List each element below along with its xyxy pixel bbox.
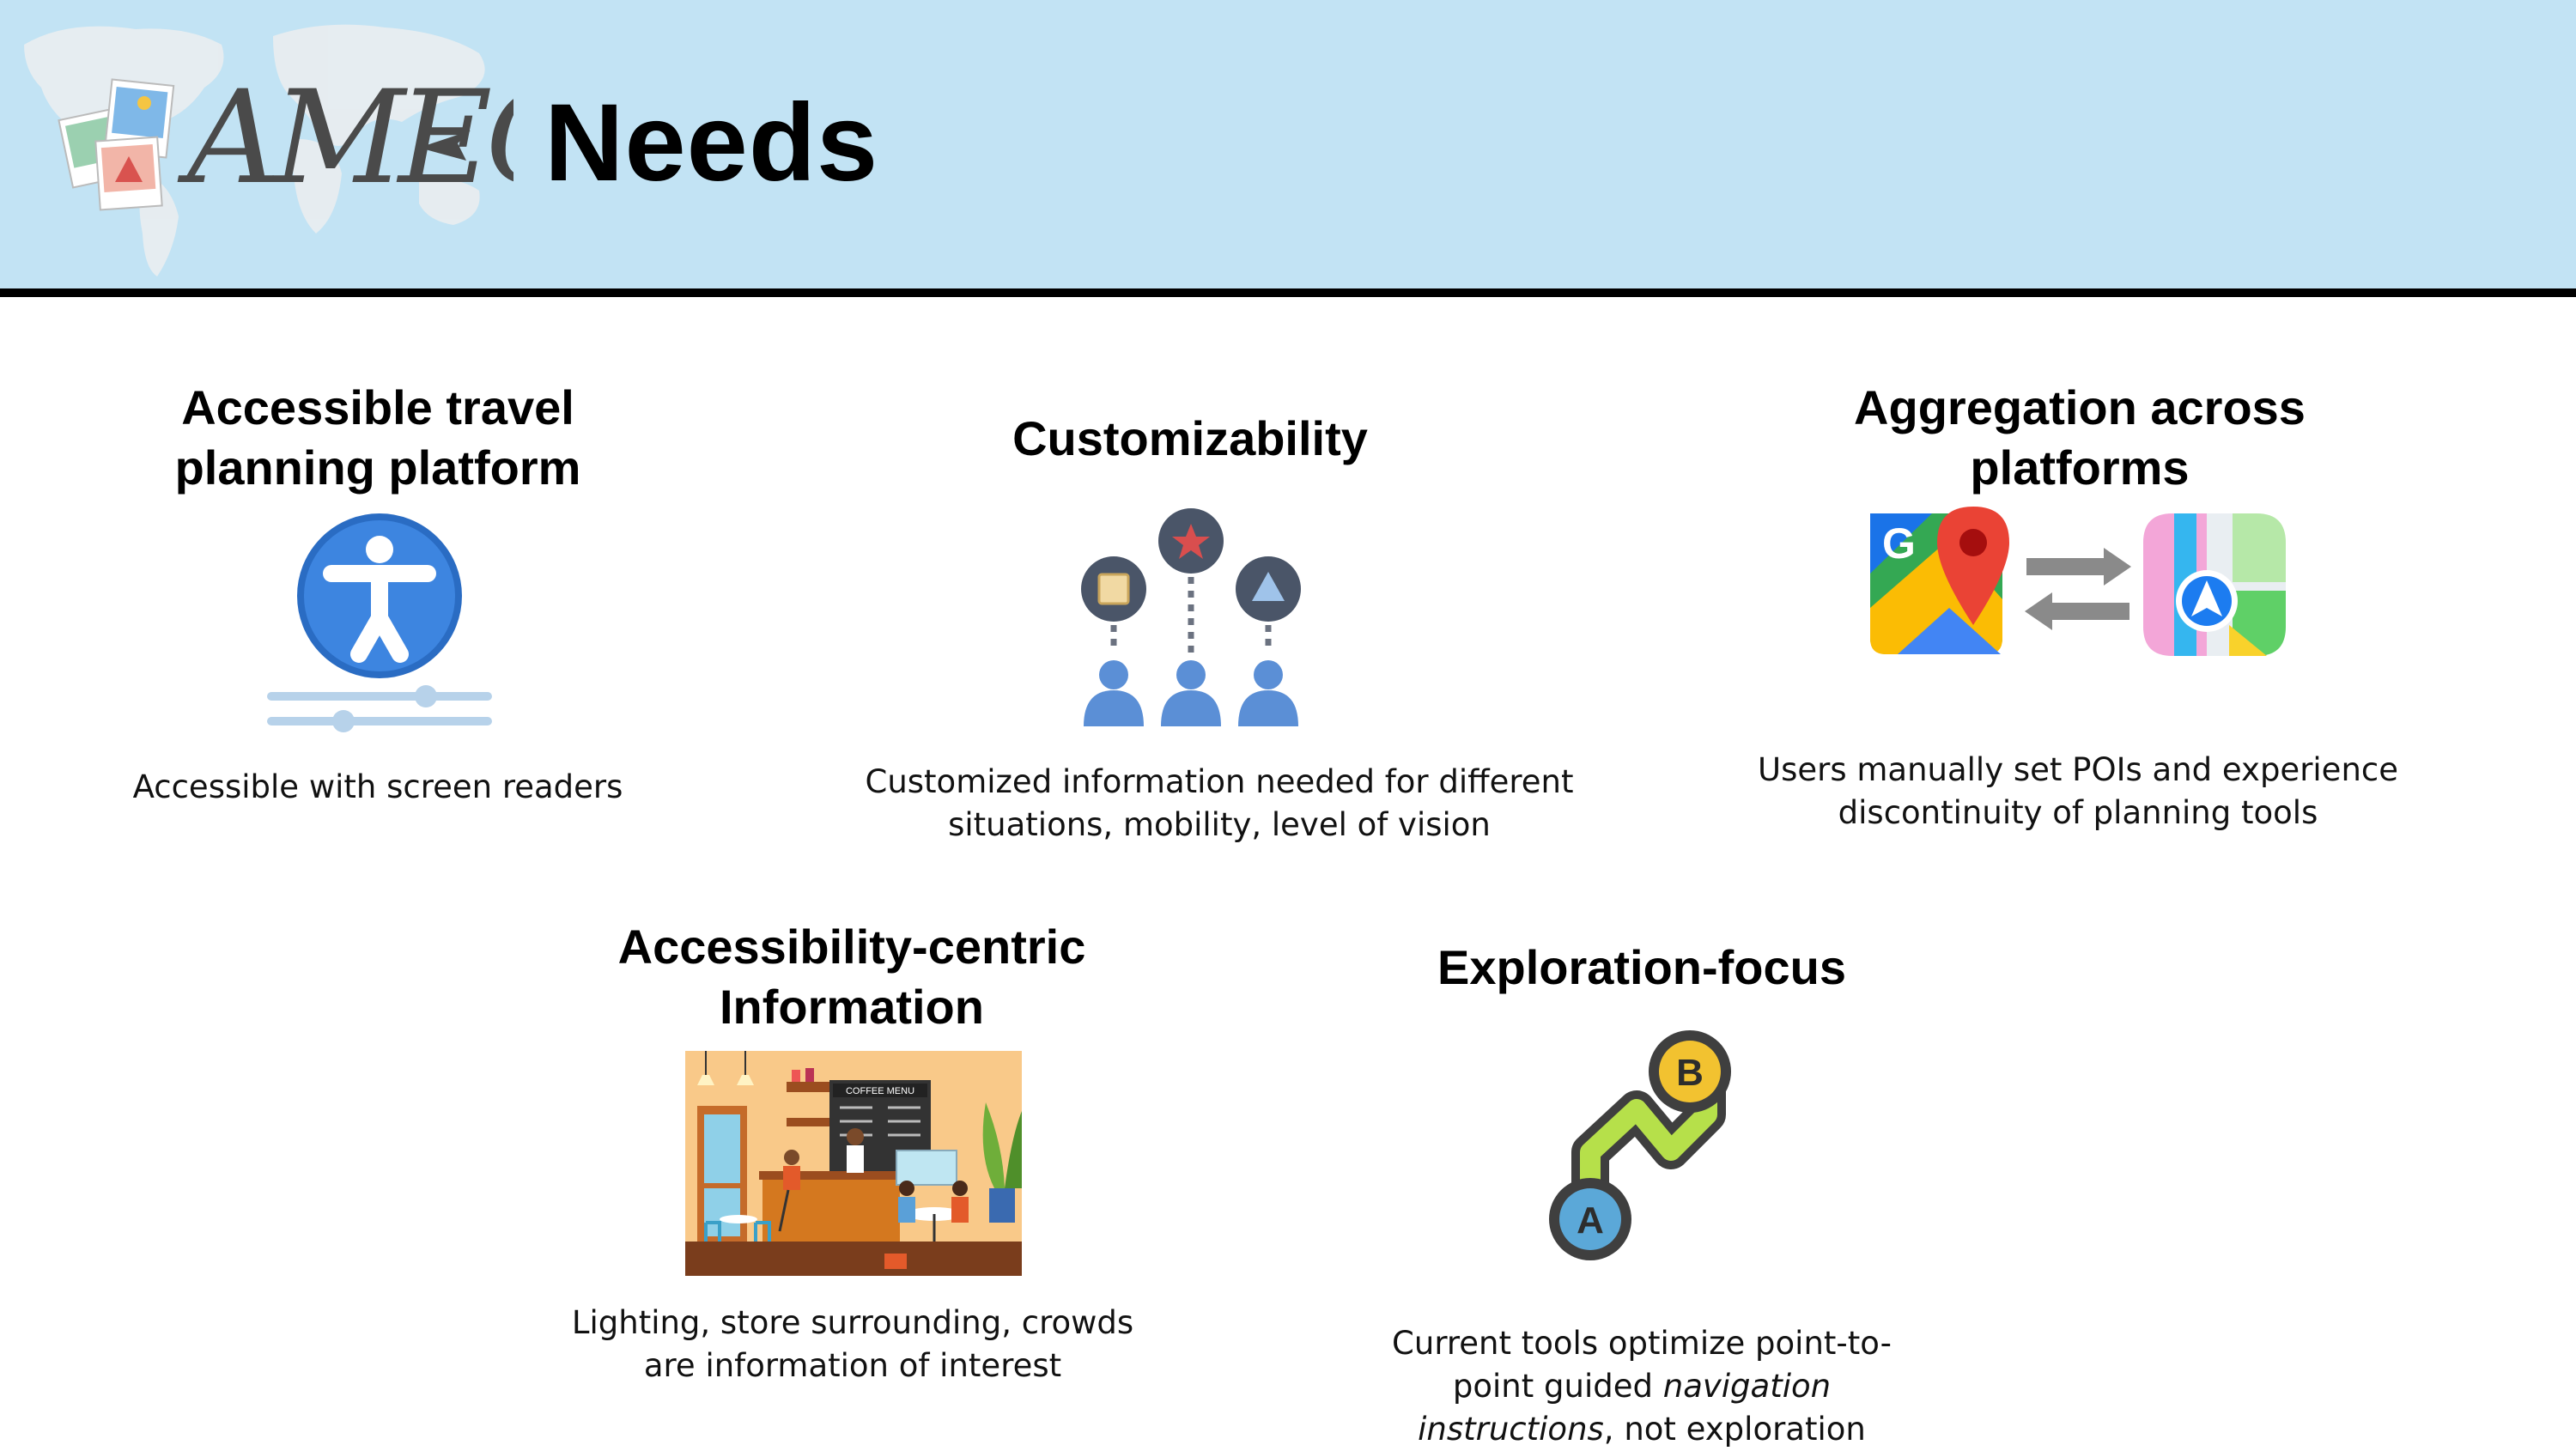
header-banner: AMEC Needs: [0, 0, 2576, 288]
card-accessible-platform: Accessible travel planning platform: [120, 378, 635, 498]
header-divider: [0, 288, 2576, 297]
google-maps-icon: G: [1870, 507, 2009, 654]
card-customizability: Customizability: [933, 409, 1448, 469]
card-description: Users manually set POIs and experience di…: [1757, 751, 2399, 831]
svg-text:B: B: [1676, 1052, 1704, 1094]
card-accessibility-info: Accessibility-centric Information: [551, 917, 1152, 1037]
svg-text:G: G: [1882, 519, 1916, 568]
sync-arrows-icon: [2025, 548, 2131, 630]
card-aggregation: Aggregation across platforms: [1779, 378, 2380, 498]
coffee-shop-illustration: COFFEE MENU: [685, 1051, 1022, 1276]
card-description: Lighting, store surrounding, crowds are i…: [571, 1304, 1134, 1384]
card-title: Aggregation across platforms: [1854, 380, 2306, 495]
accessibility-icon: [267, 513, 492, 732]
amec-logo: AMEC: [24, 24, 513, 276]
card-description: Customized information needed for differ…: [865, 763, 1574, 843]
personalized-users-icon: [1081, 508, 1301, 726]
card-title: Accessible travel planning platform: [174, 380, 581, 495]
svg-text:A: A: [1577, 1199, 1604, 1242]
svg-text:COFFEE MENU: COFFEE MENU: [846, 1086, 914, 1096]
card-exploration: Exploration-focus: [1341, 938, 1942, 998]
card-description: Current tools optimize point-to-point gu…: [1392, 1325, 1892, 1448]
apple-maps-icon: [2143, 513, 2286, 656]
card-title: Customizability: [1012, 411, 1368, 465]
maps-sync-icon: G: [1870, 507, 2286, 656]
card-title: Accessibility-centric Information: [617, 920, 1086, 1034]
page-title: Needs: [544, 82, 879, 204]
card-title: Exploration-focus: [1437, 940, 1847, 994]
logo-text: AMEC: [177, 64, 513, 213]
card-description: Accessible with screen readers: [132, 768, 623, 805]
route-a-to-b-icon: A B: [1549, 1030, 1731, 1260]
